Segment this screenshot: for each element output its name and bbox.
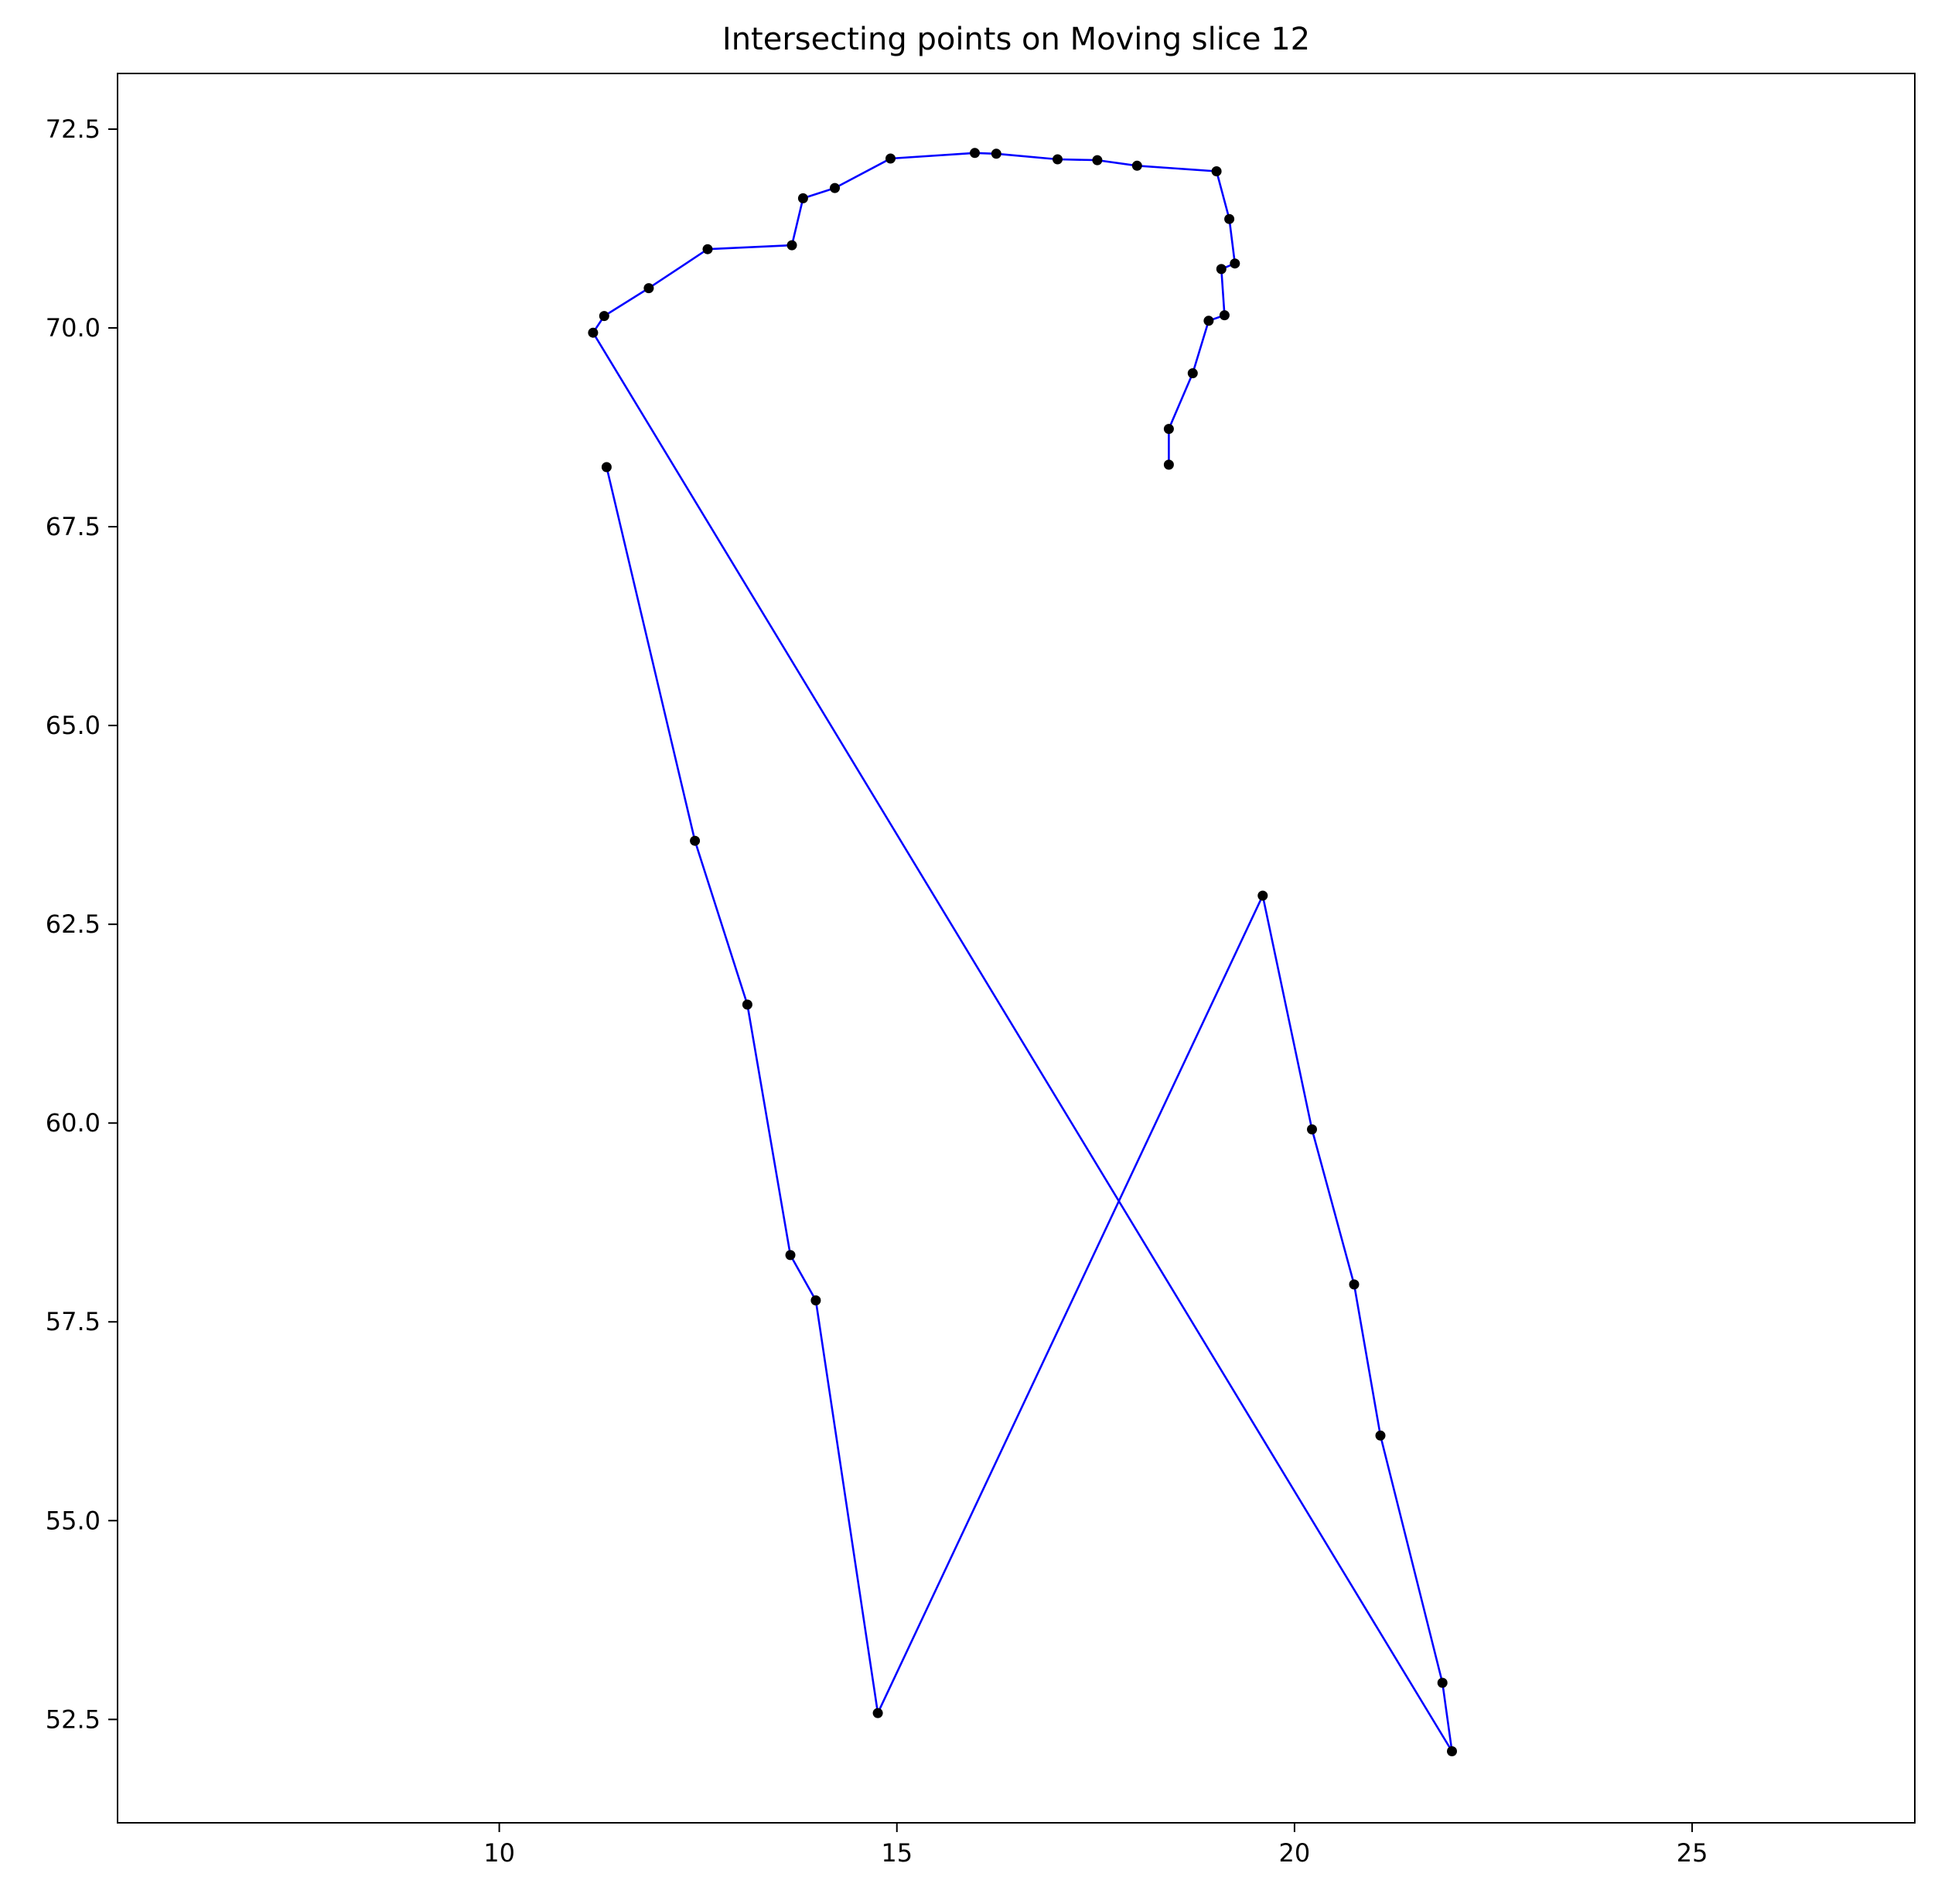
- data-point: [599, 311, 609, 322]
- y-tick-label: 67.5: [46, 512, 101, 541]
- data-point: [643, 283, 654, 294]
- data-point: [1187, 368, 1198, 379]
- series-line: [592, 152, 1453, 1752]
- data-point: [991, 148, 1001, 159]
- data-point: [797, 193, 808, 203]
- data-point: [830, 183, 840, 193]
- y-tick-label: 60.0: [46, 1108, 101, 1138]
- data-point: [1307, 1124, 1317, 1135]
- data-point: [1131, 160, 1142, 171]
- data-point: [786, 240, 797, 251]
- chart-title: Intersecting points on Moving slice 12: [722, 22, 1310, 57]
- data-point: [1375, 1430, 1386, 1441]
- y-tick-label: 72.5: [46, 114, 101, 144]
- y-tick-label: 70.0: [46, 313, 101, 343]
- data-point: [1163, 459, 1174, 470]
- data-point: [1163, 424, 1174, 435]
- y-tick-label: 57.5: [46, 1307, 101, 1336]
- x-tick-label: 15: [881, 1838, 913, 1868]
- data-point: [702, 244, 713, 254]
- data-point: [601, 462, 612, 473]
- data-point: [970, 148, 980, 159]
- y-tick-label: 62.5: [46, 909, 101, 939]
- data-point: [1211, 166, 1222, 176]
- data-point: [1203, 316, 1214, 326]
- data-point: [1349, 1279, 1360, 1290]
- axis-ticks: 10 15 20 25 52.5 55.0 57.5 60.0 62.5 65.0 67.5 70.0…: [46, 114, 1708, 1868]
- axes-frame: [117, 73, 1916, 1824]
- data-point: [742, 999, 752, 1010]
- data-point: [810, 1295, 821, 1305]
- x-tick-label: 10: [483, 1838, 515, 1868]
- data-point: [1216, 264, 1227, 275]
- data-point: [785, 1250, 796, 1261]
- data-point: [1257, 890, 1268, 901]
- data-point: [872, 1708, 883, 1718]
- data-point: [690, 835, 701, 846]
- data-point: [885, 153, 896, 164]
- plot-area: [588, 148, 1457, 1756]
- data-point: [588, 327, 599, 338]
- data-point: [1230, 258, 1240, 269]
- y-tick-label: 65.0: [46, 711, 101, 740]
- data-point: [1447, 1746, 1457, 1756]
- data-point: [1092, 155, 1103, 165]
- x-tick-label: 25: [1677, 1838, 1708, 1868]
- data-point: [1053, 154, 1063, 165]
- data-point: [1437, 1677, 1448, 1688]
- y-tick-label: 52.5: [46, 1704, 101, 1734]
- x-tick-label: 20: [1279, 1838, 1311, 1868]
- y-tick-label: 55.0: [46, 1506, 101, 1535]
- data-point: [1219, 310, 1230, 321]
- data-point: [1224, 213, 1235, 224]
